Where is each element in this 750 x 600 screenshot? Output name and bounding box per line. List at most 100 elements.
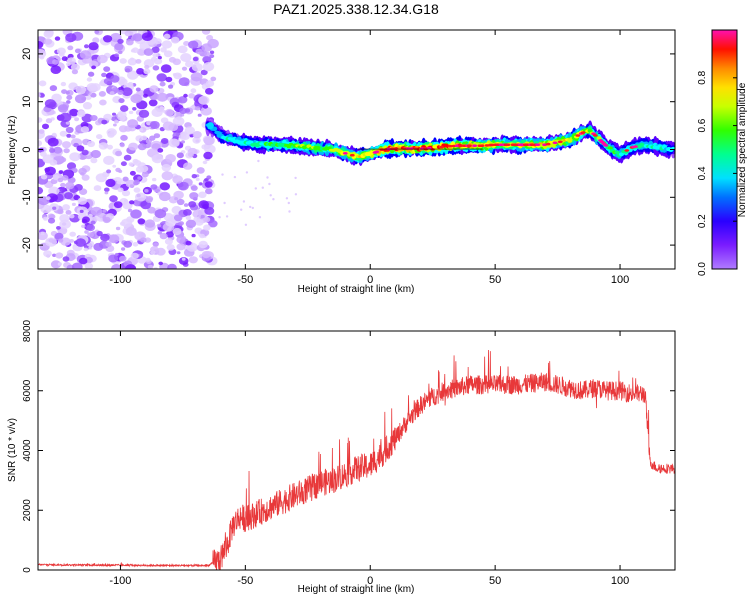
- ridge-peak: [393, 147, 399, 150]
- noise-blob: [123, 240, 133, 248]
- noise-blob: [192, 136, 201, 144]
- noise-blob: [75, 85, 87, 95]
- noise-blob: [143, 68, 151, 75]
- noise-blob: [57, 177, 64, 183]
- ridge-cell: [607, 146, 613, 150]
- noise-blob: [195, 48, 203, 55]
- noise-blob: [89, 60, 99, 69]
- noise-blob: [266, 176, 269, 179]
- noise-blob: [191, 62, 203, 72]
- noise-blob: [87, 232, 94, 238]
- noise-blob: [43, 250, 52, 258]
- ridge-peak: [447, 144, 453, 148]
- noise-blob: [138, 109, 150, 118]
- noise-blob: [136, 68, 145, 75]
- noise-blob: [43, 30, 54, 38]
- noise-blob: [52, 253, 57, 257]
- ridge-peak: [633, 145, 638, 148]
- noise-blob: [245, 171, 249, 174]
- noise-blob: [59, 219, 71, 229]
- x-tick-label: 0: [367, 575, 373, 587]
- noise-blob: [129, 170, 136, 176]
- noise-blob: [61, 56, 68, 62]
- noise-blob: [67, 45, 74, 51]
- noise-blob: [183, 203, 189, 207]
- noise-blob: [127, 82, 134, 87]
- noise-blob: [144, 64, 150, 70]
- noise-blob: [104, 187, 110, 192]
- ridge-peak: [349, 153, 355, 157]
- noise-blob: [188, 201, 197, 208]
- noise-blob: [159, 182, 170, 191]
- noise-blob: [49, 148, 56, 153]
- noise-blob: [125, 264, 137, 269]
- ridge-peak: [454, 144, 460, 147]
- noise-blob: [133, 181, 139, 186]
- noise-blob: [187, 152, 194, 158]
- noise-blob: [46, 193, 58, 203]
- noise-blob: [161, 164, 171, 172]
- noise-blob: [83, 247, 89, 252]
- noise-blob: [102, 216, 111, 224]
- noise-blob: [195, 177, 200, 181]
- noise-blob: [176, 116, 182, 121]
- noise-blob: [190, 88, 197, 94]
- noise-blob: [74, 117, 80, 122]
- ridge-cell: [614, 150, 620, 154]
- noise-blob: [179, 107, 188, 114]
- noise-blob: [85, 90, 90, 95]
- noise-blob: [44, 99, 57, 109]
- noise-blob: [202, 62, 215, 72]
- noise-blob: [137, 176, 142, 180]
- noise-blob: [164, 108, 174, 117]
- colorbar-tick-label: 0.8: [697, 70, 708, 84]
- noise-blob: [198, 200, 209, 209]
- noise-blob: [156, 92, 168, 102]
- noise-blob: [209, 178, 212, 182]
- noise-blob: [124, 65, 133, 73]
- noise-blob: [79, 209, 84, 213]
- noise-blob: [111, 264, 122, 269]
- noise-blob: [189, 192, 199, 200]
- noise-blob: [201, 251, 211, 259]
- noise-blob: [125, 227, 137, 236]
- noise-blob: [77, 110, 86, 118]
- noise-blob: [148, 99, 158, 107]
- noise-blob: [185, 240, 192, 246]
- noise-blob: [181, 66, 188, 71]
- noise-blob: [145, 257, 151, 262]
- y-tick-label: 6000: [22, 379, 33, 402]
- noise-blob: [160, 47, 167, 53]
- noise-blob: [209, 54, 215, 59]
- noise-blob: [168, 138, 180, 148]
- noise-blob: [120, 78, 128, 85]
- noise-blob: [285, 197, 289, 200]
- noise-blob: [124, 30, 132, 37]
- noise-blob: [132, 107, 137, 111]
- noise-blob: [80, 172, 85, 176]
- noise-blob: [208, 220, 218, 228]
- noise-blob: [49, 159, 58, 166]
- noise-blob: [135, 135, 144, 142]
- noise-blob: [165, 76, 173, 83]
- noise-blob: [65, 181, 75, 190]
- noise-blob: [56, 226, 61, 230]
- noise-blob: [38, 93, 45, 98]
- x-tick-label: -100: [109, 575, 131, 587]
- colorbar: 0.0 0.2 0.4 0.6 0.8 Normalized spectral ampl…: [697, 29, 748, 276]
- y-tick-label: 10: [21, 96, 33, 108]
- noise-blob: [101, 119, 108, 125]
- noise-blob: [119, 221, 126, 226]
- noise-blob: [204, 144, 216, 154]
- y-tick-label: 0: [22, 567, 33, 573]
- noise-blob: [161, 171, 173, 181]
- ridge-peak: [342, 152, 348, 155]
- noise-blob: [47, 137, 59, 147]
- noise-blob: [156, 223, 162, 228]
- noise-blob: [178, 77, 190, 86]
- noise-blob: [84, 230, 89, 234]
- colorbar-tick-label: 0.4: [697, 166, 708, 180]
- noise-blob: [115, 167, 121, 173]
- noise-blob: [160, 64, 172, 73]
- noise-blob: [121, 189, 131, 197]
